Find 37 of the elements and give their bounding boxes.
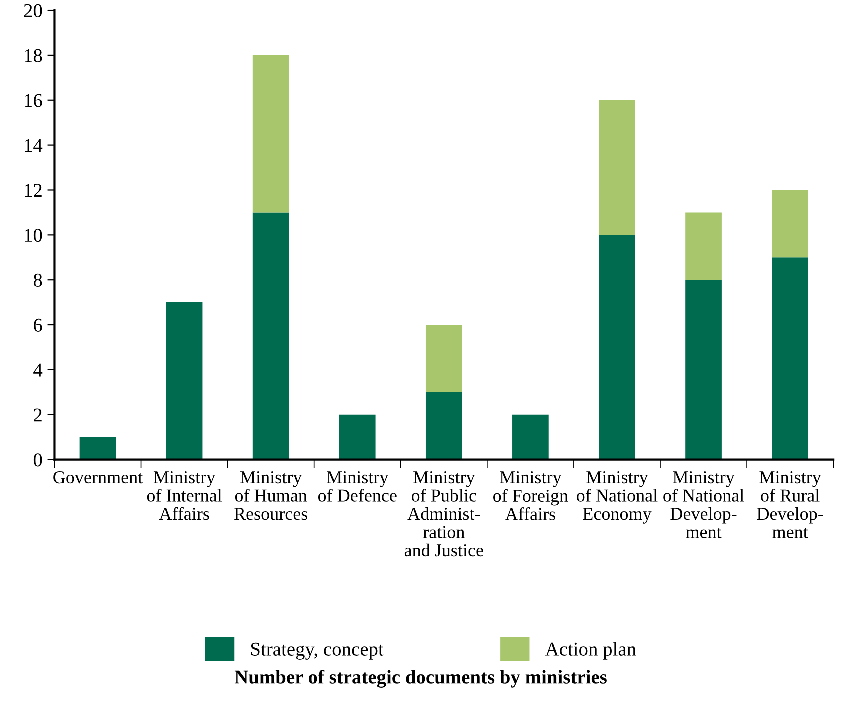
y-tick-label: 20 [24,4,42,18]
bar [426,392,462,460]
x-tick-label: Ministry of Public Administ- ration and Justice [404,471,484,557]
y-tick-label: 4 [34,364,43,377]
legend-label: Strategy, concept [251,642,384,660]
y-tick-label: 10 [25,228,42,242]
y-tick-label: 8 [34,274,42,288]
y-tick-label: 18 [25,49,42,62]
x-tick-label: Ministry of Foreign Affairs [494,471,568,520]
y-tick-label: 12 [25,184,42,197]
bar [599,100,636,236]
bar [686,212,722,280]
text: Number of strategic documents by ministries [234,670,607,688]
bar [166,302,203,460]
y-tick-label: 2 [34,408,42,422]
bar [772,258,808,460]
bar [252,55,290,213]
x-tick-label: Ministry of Rural Develop- ment [757,471,824,538]
x-tick-label: Government [54,471,144,484]
y-tick-label: 16 [25,94,42,108]
y-tick-label: 0 [34,454,42,467]
legend-label: Action plan [545,642,636,660]
x-tick-label: Ministry of Defence [318,471,397,502]
bar [252,212,290,460]
y-tick-label: 14 [25,139,43,152]
bar [599,235,636,460]
bar [512,414,549,460]
x-tick-label: Ministry of National Develop- ment [664,471,744,538]
bar [339,414,376,460]
x-tick-label: Ministry of National Economy [577,471,658,524]
y-tick-label: 6 [34,318,42,332]
bar [772,190,808,258]
bar [686,280,722,460]
bar [426,325,462,392]
bar [80,437,116,460]
x-tick-label: Ministry of Internal Affairs [147,471,222,520]
x-tick-label: Ministry of Human Resources [234,471,308,520]
